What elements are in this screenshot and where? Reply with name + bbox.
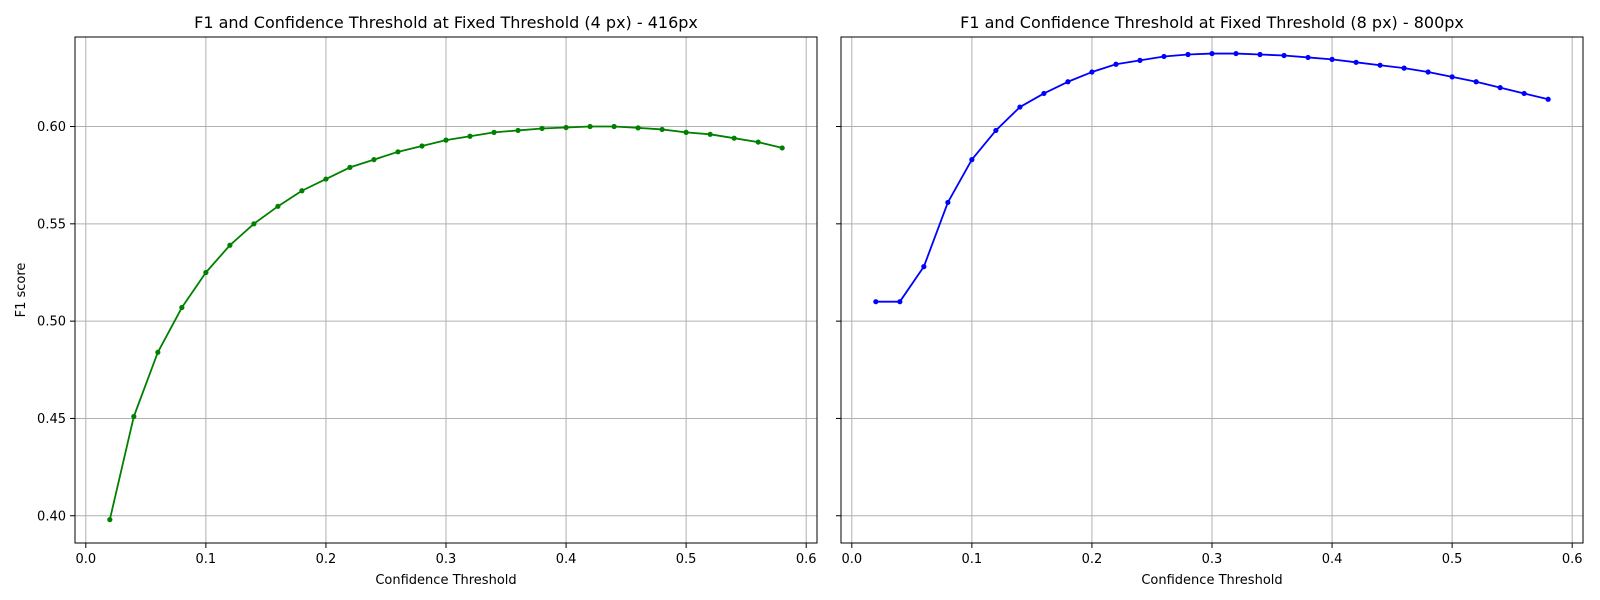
y-tick-label: 0.60 bbox=[37, 120, 66, 135]
data-point bbox=[945, 199, 951, 206]
y-tick-label: 0.45 bbox=[37, 412, 66, 427]
x-tick-label: 0.6 bbox=[796, 552, 817, 567]
data-point bbox=[299, 188, 305, 194]
data-point bbox=[371, 157, 377, 163]
chart-title: F1 and Confidence Threshold at Fixed Thr… bbox=[194, 13, 698, 32]
chart-panel-2: 0.0 0.1 0.2 0.3 0.4 0.5 0.6 F1 and Confidence T… bbox=[836, 13, 1584, 588]
data-point bbox=[635, 125, 641, 131]
data-point bbox=[1185, 51, 1191, 58]
data-point bbox=[779, 145, 785, 151]
data-point bbox=[1449, 74, 1455, 80]
data-point bbox=[1161, 53, 1167, 60]
data-point bbox=[1353, 59, 1359, 65]
data-point bbox=[563, 124, 569, 131]
data-point bbox=[107, 517, 113, 523]
data-point bbox=[1377, 62, 1383, 68]
data-point bbox=[131, 413, 137, 420]
plot-frame bbox=[74, 36, 818, 544]
data-point bbox=[467, 133, 473, 139]
data-point bbox=[1113, 61, 1119, 67]
x-tick-label: 0.5 bbox=[676, 552, 697, 567]
data-point bbox=[323, 176, 329, 182]
x-tick-label: 0.3 bbox=[436, 552, 457, 567]
data-point bbox=[683, 129, 689, 135]
data-point bbox=[491, 129, 497, 135]
x-tick-label: 0.1 bbox=[962, 552, 983, 567]
data-point bbox=[347, 164, 353, 170]
data-point bbox=[755, 139, 761, 145]
x-tick-label: 0.4 bbox=[556, 552, 577, 567]
data-point bbox=[275, 203, 281, 209]
data-point bbox=[1497, 85, 1503, 91]
data-point bbox=[921, 264, 927, 270]
data-point bbox=[731, 135, 737, 141]
x-tick-label: 0.0 bbox=[75, 552, 96, 567]
x-tick-label: 0.0 bbox=[841, 552, 862, 567]
data-point bbox=[897, 299, 903, 305]
data-point bbox=[611, 123, 617, 130]
data-point bbox=[1209, 50, 1215, 57]
data-point bbox=[873, 299, 879, 305]
plot-frame bbox=[840, 36, 1584, 544]
data-point bbox=[969, 157, 975, 163]
data-point bbox=[1233, 50, 1239, 57]
x-tick-label: 0.2 bbox=[316, 552, 337, 567]
chart-panel-1: 0.0 0.1 0.2 0.3 0.4 0.5 0.6 0.40 0.45 0.50 0.55 0.6… bbox=[14, 13, 818, 588]
data-point bbox=[1041, 90, 1047, 97]
data-point bbox=[179, 304, 185, 311]
data-point bbox=[515, 127, 521, 134]
data-point bbox=[707, 131, 713, 137]
data-point bbox=[251, 221, 257, 227]
data-point bbox=[1521, 90, 1527, 97]
data-point bbox=[395, 149, 401, 155]
data-point bbox=[1089, 69, 1095, 75]
x-tick-label: 0.6 bbox=[1562, 552, 1583, 567]
data-point bbox=[1473, 79, 1479, 85]
data-point bbox=[1257, 51, 1263, 58]
chart-title: F1 and Confidence Threshold at Fixed Thr… bbox=[960, 13, 1464, 32]
data-point bbox=[155, 349, 161, 355]
data-point bbox=[1545, 96, 1551, 102]
data-point bbox=[1137, 57, 1143, 63]
data-point bbox=[227, 242, 233, 248]
data-point bbox=[1065, 79, 1071, 85]
data-point bbox=[443, 137, 449, 143]
x-tick-label: 0.1 bbox=[196, 552, 217, 567]
y-tick-label: 0.50 bbox=[37, 315, 66, 330]
data-point bbox=[993, 127, 999, 134]
x-tick-label: 0.4 bbox=[1322, 552, 1343, 567]
data-point bbox=[419, 143, 425, 149]
data-point bbox=[1425, 69, 1431, 75]
data-point bbox=[539, 125, 545, 132]
y-tick-label: 0.55 bbox=[37, 217, 66, 232]
y-tick-label: 0.40 bbox=[37, 509, 66, 524]
data-point bbox=[659, 126, 665, 133]
x-tick-label: 0.2 bbox=[1082, 552, 1103, 567]
data-point bbox=[1329, 56, 1335, 62]
data-point bbox=[1017, 104, 1023, 110]
data-point bbox=[1401, 65, 1407, 71]
x-axis-label: Confidence Threshold bbox=[1141, 573, 1282, 588]
x-tick-label: 0.5 bbox=[1442, 552, 1463, 567]
data-point bbox=[1305, 54, 1311, 61]
data-point bbox=[1281, 52, 1287, 59]
data-point bbox=[203, 269, 209, 276]
y-axis-label: F1 score bbox=[14, 263, 29, 318]
x-tick-label: 0.3 bbox=[1202, 552, 1223, 567]
data-point bbox=[587, 123, 593, 130]
x-axis-label: Confidence Threshold bbox=[375, 573, 516, 588]
